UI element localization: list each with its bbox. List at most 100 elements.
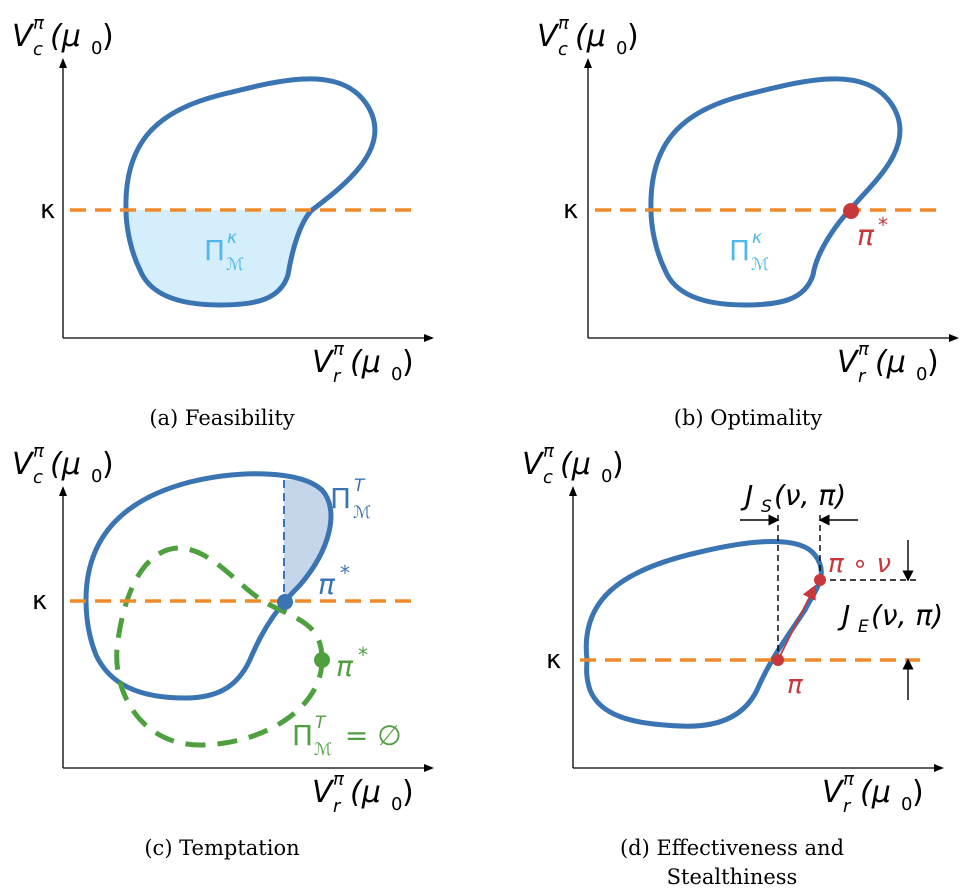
svg-text:): ) — [627, 19, 639, 54]
caption-b: (b) Optimality — [674, 406, 823, 430]
y-axis-arrow-icon — [59, 58, 67, 68]
svg-text:J: J — [740, 479, 753, 512]
kappa-label: κ — [563, 195, 578, 225]
svg-text:0: 0 — [91, 466, 102, 487]
svg-text:π: π — [33, 441, 45, 462]
x-axis-arrow-icon — [934, 764, 944, 772]
svg-text:): ) — [402, 775, 414, 810]
svg-text:π: π — [857, 219, 875, 252]
svg-text:(μ: (μ — [350, 345, 381, 380]
caption-d-line2: Stealthiness — [667, 865, 798, 889]
svg-text:π: π — [33, 13, 45, 34]
svg-text:): ) — [912, 775, 924, 810]
svg-text:π: π — [318, 568, 336, 601]
svg-text:*: * — [878, 213, 888, 237]
x-axis-arrow-icon — [424, 334, 434, 342]
x-axis-label: V π r (μ 0 ) — [822, 769, 924, 817]
svg-text:c: c — [33, 467, 43, 488]
svg-text:): ) — [927, 345, 939, 380]
feasible-set-label: Π κ ℳ — [729, 228, 769, 275]
svg-text:0: 0 — [916, 364, 927, 385]
panel-c: κ V π c (μ 0 ) V π r (μ 0 ) Π T ℳ π * π … — [12, 441, 434, 860]
svg-text:T: T — [315, 713, 327, 733]
x-axis-arrow-icon — [424, 764, 434, 772]
green-policy-space-blob — [114, 545, 325, 748]
svg-text:V: V — [12, 19, 35, 54]
optimal-policy-label: π * — [318, 561, 350, 601]
x-axis-arrow-icon — [949, 334, 959, 342]
policy-point — [772, 654, 784, 666]
policy-label: π — [787, 670, 803, 700]
svg-text:κ: κ — [752, 228, 762, 248]
y-axis-label: V π c (μ 0 ) — [12, 13, 114, 60]
svg-text:): ) — [612, 447, 624, 482]
policy-space-blob — [83, 471, 334, 701]
y-axis-label: V π c (μ 0 ) — [522, 441, 624, 488]
svg-text:0: 0 — [901, 794, 912, 815]
svg-text:0: 0 — [91, 38, 102, 59]
y-axis-arrow-icon — [569, 486, 577, 496]
svg-text:V: V — [537, 19, 560, 54]
feasible-set-label: Π κ ℳ — [204, 228, 244, 275]
svg-text:π: π — [858, 339, 870, 360]
effectiveness-label: J E (ν, π) — [837, 599, 943, 637]
panel-d: κ V π c (μ 0 ) V π r (μ 0 ) J S (ν, π) J… — [522, 441, 944, 889]
svg-text:(ν, π): (ν, π) — [871, 599, 943, 632]
perturbed-policy-point — [814, 574, 826, 586]
svg-text:κ: κ — [227, 228, 237, 248]
svg-text:0: 0 — [391, 794, 402, 815]
x-axis-label: V π r (μ 0 ) — [837, 339, 939, 387]
y-axis-label: V π c (μ 0 ) — [12, 441, 114, 488]
svg-text:Π: Π — [729, 234, 750, 267]
svg-text:0: 0 — [391, 364, 402, 385]
svg-text:r: r — [333, 796, 342, 817]
svg-text:Π: Π — [330, 482, 351, 515]
svg-text:r: r — [843, 796, 852, 817]
svg-text:ℳ: ℳ — [751, 255, 769, 275]
svg-text:): ) — [102, 19, 114, 54]
svg-text:V: V — [312, 775, 335, 810]
svg-text:(μ: (μ — [50, 447, 81, 482]
caption-a: (a) Feasibility — [149, 406, 294, 430]
svg-text:V: V — [837, 345, 860, 380]
svg-text:0: 0 — [601, 466, 612, 487]
svg-text:0: 0 — [616, 38, 627, 59]
svg-text:): ) — [102, 447, 114, 482]
svg-text:(ν, π): (ν, π) — [774, 479, 846, 512]
svg-text:Π: Π — [292, 719, 313, 752]
svg-text:π: π — [336, 650, 354, 683]
svg-text:): ) — [402, 345, 414, 380]
policy-space-blob — [123, 76, 378, 308]
svg-text:*: * — [340, 561, 350, 585]
tempting-region-fill — [284, 479, 331, 600]
perturbation-arrow — [779, 584, 816, 657]
optimal-policy-point — [277, 594, 293, 610]
svg-text:c: c — [558, 39, 568, 60]
svg-text:π: π — [843, 769, 855, 790]
svg-text:J: J — [837, 599, 850, 632]
optimal-policy-label: π * — [857, 213, 888, 252]
svg-text:= ∅: = ∅ — [336, 719, 402, 752]
caption-d-line1: (d) Effectiveness and — [620, 836, 844, 860]
kappa-label: κ — [32, 586, 47, 616]
svg-text:T: T — [354, 476, 366, 496]
optimal-policy-point — [843, 203, 859, 219]
svg-text:π: π — [333, 769, 345, 790]
svg-text:r: r — [858, 366, 867, 387]
tempting-set-label: Π T ℳ — [330, 476, 371, 523]
svg-text:c: c — [33, 39, 43, 60]
svg-text:(μ: (μ — [875, 345, 906, 380]
empty-tempting-set-label: Π T ℳ = ∅ — [292, 713, 402, 760]
y-axis-label: V π c (μ 0 ) — [537, 13, 639, 60]
svg-text:*: * — [358, 643, 368, 667]
kappa-label: κ — [546, 645, 561, 675]
svg-text:π: π — [543, 441, 555, 462]
caption-c: (c) Temptation — [144, 836, 299, 860]
svg-text:π: π — [333, 339, 345, 360]
svg-text:ℳ: ℳ — [226, 255, 244, 275]
green-optimal-policy-point — [314, 652, 330, 668]
y-axis-arrow-icon — [584, 58, 592, 68]
svg-text:ℳ: ℳ — [314, 740, 332, 760]
svg-text:(μ: (μ — [350, 775, 381, 810]
